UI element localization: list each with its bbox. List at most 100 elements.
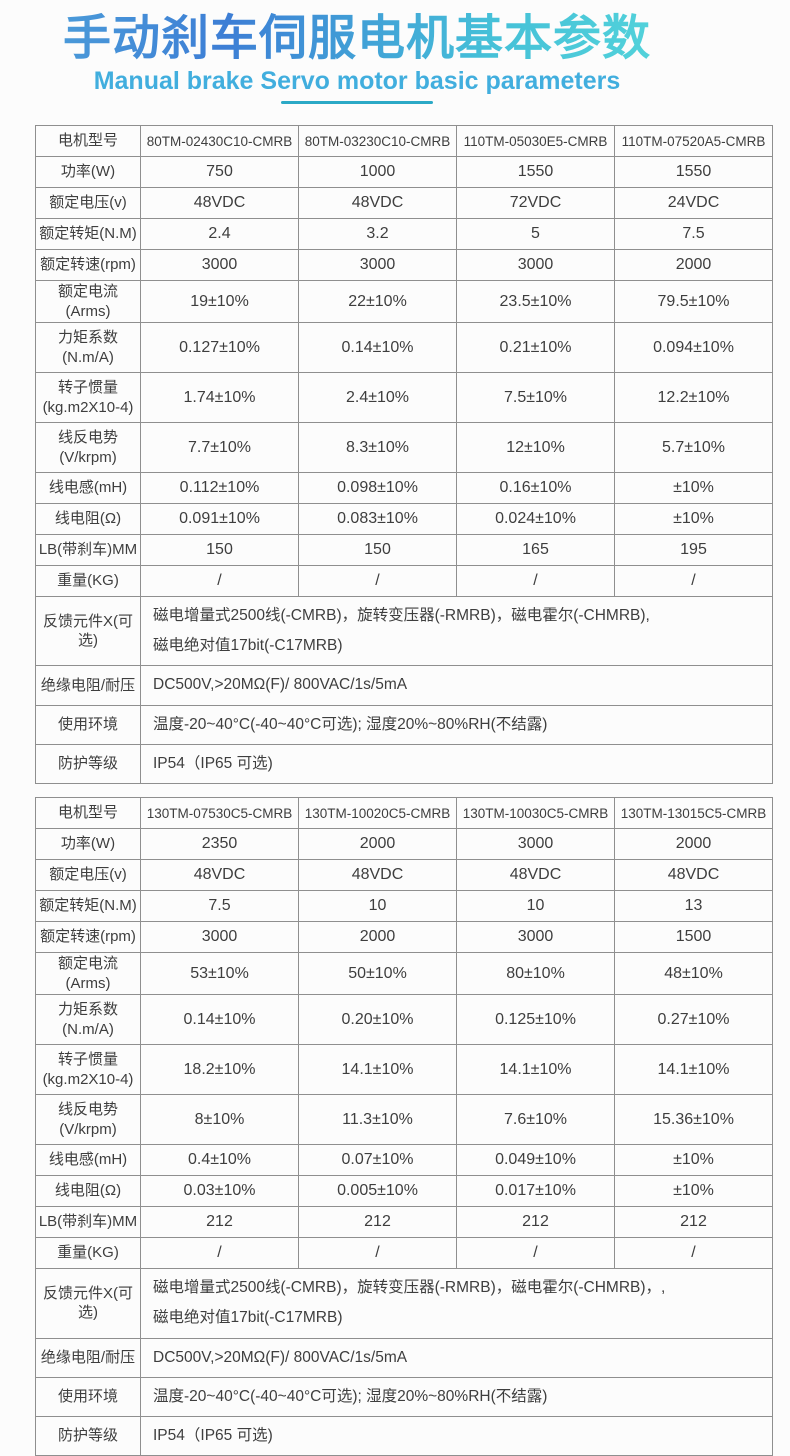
- cell-value: 7.5±10%: [456, 372, 615, 423]
- row-label: 绝缘电阻/耐压: [35, 1337, 141, 1378]
- cell-value: 0.20±10%: [298, 994, 457, 1046]
- cell-value: 19±10%: [140, 280, 299, 323]
- row-label: 重量(KG): [35, 565, 141, 597]
- row-label: 反馈元件X(可选): [35, 595, 141, 667]
- merged-value: 磁电增量式2500线(-CMRB)，旋转变压器(-RMRB)，磁电霍尔(-CHM…: [140, 595, 773, 667]
- cell-value: 0.024±10%: [456, 503, 615, 535]
- cell-value: 48VDC: [298, 859, 457, 892]
- cell-value: 212: [614, 1206, 773, 1239]
- motor-model-cell: 80TM-02430C10-CMRB: [140, 125, 299, 157]
- cell-value: 72VDC: [456, 187, 615, 219]
- row-label: LB(带刹车)MM: [35, 1206, 141, 1239]
- cell-value: 0.094±10%: [614, 322, 773, 373]
- cell-value: 23.5±10%: [456, 280, 615, 323]
- cell-value: 2.4±10%: [298, 372, 457, 423]
- cell-value: 48VDC: [140, 187, 299, 219]
- cell-value: 80±10%: [456, 952, 615, 996]
- page-title: 手动刹车伺服电机基本参数: [62, 12, 651, 65]
- cell-value: 7.7±10%: [140, 422, 299, 473]
- spec-table-2: 电机型号 130TM-07530C5-CMRB 130TM-10020C5-CMRB…: [35, 797, 773, 1456]
- table-row: 反馈元件X(可选) 磁电增量式2500线(-CMRB)，旋转变压器(-RMRB)，…: [35, 595, 773, 667]
- row-label: 防护等级: [35, 743, 141, 785]
- cell-value: 212: [298, 1206, 457, 1239]
- row-label: 线反电势 (V/krpm): [35, 422, 141, 473]
- cell-value: 13: [614, 890, 773, 923]
- cell-value: 2350: [140, 828, 299, 861]
- table-row: 线反电势 (V/krpm) 7.7±10% 8.3±10% 12±10% 5.7±10%: [35, 422, 773, 473]
- row-label: 额定转矩(N.M): [35, 218, 141, 250]
- cell-value: /: [614, 1237, 773, 1270]
- merged-value: 温度-20~40°C(-40~40°C可选); 湿度20%~80%RH(不结露): [140, 704, 773, 745]
- cell-value: 0.16±10%: [456, 472, 615, 504]
- cell-value: 1550: [614, 156, 773, 188]
- table-row: LB(带刹车)MM 212 212 212 212: [35, 1206, 773, 1239]
- row-label: 重量(KG): [35, 1237, 141, 1270]
- cell-value: 2000: [614, 828, 773, 861]
- table-row: 防护等级 IP54（IP65 可选): [35, 1415, 773, 1456]
- table-row: 额定电压(v) 48VDC 48VDC 72VDC 24VDC: [35, 187, 773, 219]
- merged-value: IP54（IP65 可选): [140, 743, 773, 785]
- cell-value: 0.07±10%: [298, 1144, 457, 1177]
- cell-value: /: [614, 565, 773, 597]
- row-label: 额定电流(Arms): [35, 280, 141, 323]
- table-row: 线电感(mH) 0.112±10% 0.098±10% 0.16±10% ±10%: [35, 472, 773, 504]
- cell-value: 3.2: [298, 218, 457, 250]
- cell-value: 3000: [456, 249, 615, 281]
- table-row: 防护等级 IP54（IP65 可选): [35, 743, 773, 785]
- table-row: 绝缘电阻/耐压 DC500V,>20MΩ(F)/ 800VAC/1s/5mA: [35, 665, 773, 706]
- row-label: 电机型号: [35, 797, 141, 830]
- cell-value: 8±10%: [140, 1094, 299, 1146]
- merged-value: DC500V,>20MΩ(F)/ 800VAC/1s/5mA: [140, 665, 773, 706]
- cell-value: 0.127±10%: [140, 322, 299, 373]
- table-row: 额定电流(Arms) 19±10% 22±10% 23.5±10% 79.5±10%: [35, 280, 773, 323]
- row-label: 使用环境: [35, 704, 141, 745]
- cell-value: /: [140, 565, 299, 597]
- table-row: 使用环境 温度-20~40°C(-40~40°C可选); 湿度20%~80%RH(…: [35, 704, 773, 745]
- cell-value: 53±10%: [140, 952, 299, 996]
- row-label: 额定转矩(N.M): [35, 890, 141, 923]
- table-row: 额定电压(v) 48VDC 48VDC 48VDC 48VDC: [35, 859, 773, 892]
- cell-value: 7.6±10%: [456, 1094, 615, 1146]
- cell-value: 48±10%: [614, 952, 773, 996]
- cell-value: 195: [614, 534, 773, 566]
- cell-value: 7.5: [140, 890, 299, 923]
- cell-value: /: [456, 565, 615, 597]
- spec-tables-container: 电机型号 80TM-02430C10-CMRB 80TM-03230C10-CMRB…: [35, 125, 790, 1456]
- cell-value: 79.5±10%: [614, 280, 773, 323]
- cell-value: 48VDC: [298, 187, 457, 219]
- cell-value: 0.125±10%: [456, 994, 615, 1046]
- cell-value: 18.2±10%: [140, 1044, 299, 1096]
- cell-value: ±10%: [614, 1175, 773, 1208]
- cell-value: /: [456, 1237, 615, 1270]
- row-label: 绝缘电阻/耐压: [35, 665, 141, 706]
- row-label: 线电阻(Ω): [35, 503, 141, 535]
- table-row: 转子惯量 (kg.m2X10-4) 1.74±10% 2.4±10% 7.5±10% 1…: [35, 372, 773, 423]
- cell-value: 3000: [140, 921, 299, 954]
- table-row: 线电感(mH) 0.4±10% 0.07±10% 0.049±10% ±10%: [35, 1144, 773, 1177]
- row-label: 力矩系数 (N.m/A): [35, 322, 141, 373]
- motor-model-cell: 110TM-05030E5-CMRB: [456, 125, 615, 157]
- table-row: 额定转矩(N.M) 7.5 10 10 13: [35, 890, 773, 923]
- row-label: 线反电势 (V/krpm): [35, 1094, 141, 1146]
- title-underline: [281, 101, 433, 104]
- table-row: 额定转速(rpm) 3000 3000 3000 2000: [35, 249, 773, 281]
- table-row: 反馈元件X(可选) 磁电增量式2500线(-CMRB)，旋转变压器(-RMRB)，…: [35, 1268, 773, 1339]
- page-subtitle: Manual brake Servo motor basic parameter…: [93, 67, 621, 95]
- table-row: 重量(KG) / / / /: [35, 565, 773, 597]
- cell-value: 48VDC: [456, 859, 615, 892]
- cell-value: 3000: [140, 249, 299, 281]
- cell-value: /: [298, 1237, 457, 1270]
- cell-value: 150: [140, 534, 299, 566]
- cell-value: 5: [456, 218, 615, 250]
- table-row: 线反电势 (V/krpm) 8±10% 11.3±10% 7.6±10% 15.36±1…: [35, 1094, 773, 1146]
- row-label: 电机型号: [35, 125, 141, 157]
- table-row: 电机型号 80TM-02430C10-CMRB 80TM-03230C10-CMRB…: [35, 125, 773, 157]
- motor-model-cell: 130TM-13015C5-CMRB: [614, 797, 773, 830]
- row-label: 额定转速(rpm): [35, 249, 141, 281]
- cell-value: 0.083±10%: [298, 503, 457, 535]
- row-label: 额定转速(rpm): [35, 921, 141, 954]
- row-label: 力矩系数 (N.m/A): [35, 994, 141, 1046]
- table-row: 重量(KG) / / / /: [35, 1237, 773, 1270]
- table-row: 额定转速(rpm) 3000 2000 3000 1500: [35, 921, 773, 954]
- cell-value: 0.091±10%: [140, 503, 299, 535]
